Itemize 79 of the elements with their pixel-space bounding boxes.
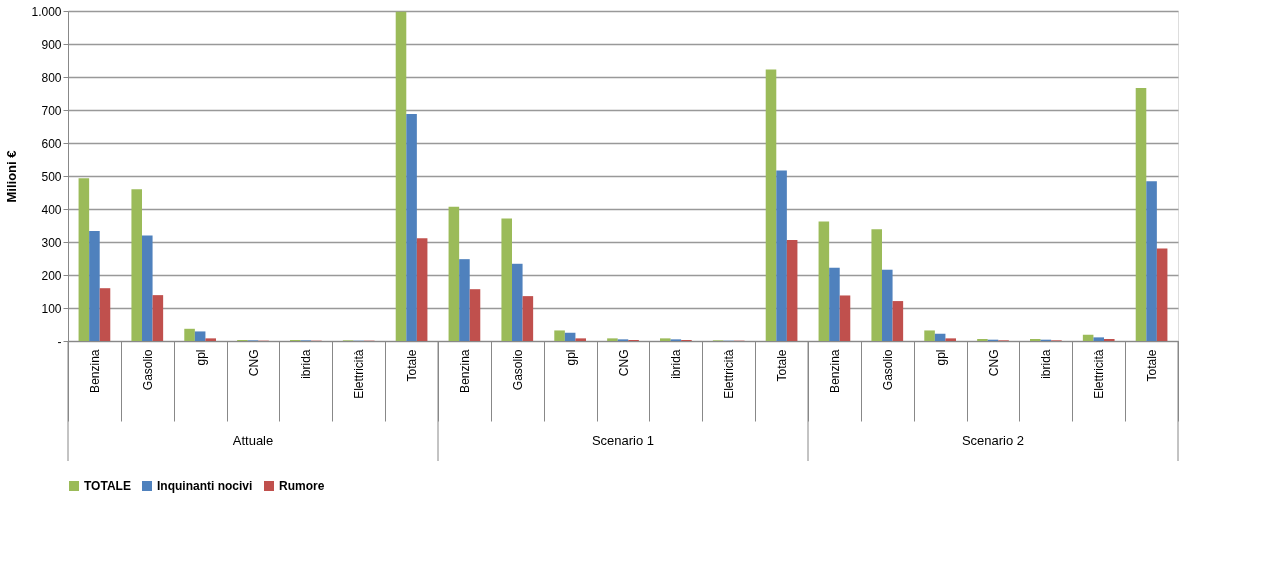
x-tick-label: CNG [986, 349, 1001, 377]
x-tick-label: Totale [1145, 349, 1160, 382]
y-tick-label: 400 [41, 202, 62, 217]
legend-label: Inquinanti nocivi [157, 479, 253, 493]
bar [1082, 334, 1094, 341]
x-tick-label: ibrida [1039, 349, 1054, 379]
x-tick-label: Elettricità [722, 349, 737, 399]
x-tick-label: Elettricità [1092, 349, 1107, 399]
bar [871, 229, 882, 341]
bar [99, 288, 111, 341]
bar [839, 295, 851, 341]
bar [786, 240, 798, 341]
legend-label: Rumore [279, 479, 325, 493]
bar [564, 332, 576, 341]
y-tick-label: 800 [41, 70, 62, 85]
text: Attuale [232, 433, 274, 448]
bar [829, 267, 840, 341]
bar [184, 328, 195, 341]
bar [818, 221, 830, 341]
bar [934, 333, 946, 341]
y-tick-label: 100 [41, 301, 62, 316]
bar [776, 170, 787, 341]
bar [882, 269, 893, 341]
x-tick-label: gpl [563, 349, 578, 366]
x-tick-label: Gasolio [880, 349, 895, 391]
bar [575, 338, 586, 341]
bar [448, 206, 460, 341]
bar [131, 189, 142, 341]
x-tick-label: ibrida [299, 349, 314, 379]
bar [1093, 337, 1104, 341]
y-tick-label: 700 [41, 103, 62, 118]
bar [924, 330, 935, 341]
text: Scenario 2 [961, 433, 1025, 448]
bar [554, 330, 565, 341]
bar [765, 69, 777, 341]
bar [1146, 181, 1157, 341]
x-tick-label: Benzina [457, 349, 472, 393]
y-tick-label: 1.000 [31, 4, 62, 19]
x-tick-label: CNG [616, 349, 631, 377]
y-tick-label: 600 [41, 136, 62, 151]
bar [152, 295, 164, 341]
bar [416, 238, 428, 341]
bar [1156, 248, 1168, 341]
y-tick-label: 200 [41, 268, 62, 283]
x-tick-label: CNG [246, 349, 261, 377]
bar [660, 338, 671, 341]
bar [459, 259, 470, 341]
bar [89, 231, 100, 341]
bar [78, 178, 90, 341]
text: Scenario 1 [591, 433, 655, 448]
bar [395, 11, 407, 341]
x-tick-label: Benzina [87, 349, 102, 393]
x-tick-label: gpl [933, 349, 948, 366]
bar [945, 338, 956, 341]
bar [512, 263, 523, 341]
y-tick-label: 500 [41, 169, 62, 184]
bar [1135, 87, 1147, 341]
bar [607, 338, 618, 341]
bar [501, 218, 512, 341]
x-tick-label: ibrida [669, 349, 684, 379]
y-tick-label: 300 [41, 235, 62, 250]
y-axis-title: Milioni € [4, 150, 20, 203]
x-tick-label: Totale [775, 349, 790, 382]
bar [194, 331, 206, 341]
bar [522, 296, 534, 341]
x-tick-label: Gasolio [140, 349, 155, 391]
x-tick-label: Elettricità [352, 349, 367, 399]
y-tick-label: - [57, 334, 62, 349]
y-tick-label: 900 [41, 37, 62, 52]
x-tick-label: gpl [193, 349, 208, 366]
bar [205, 338, 216, 341]
legend-label: TOTALE [84, 479, 131, 493]
bar [406, 113, 417, 341]
bar [892, 301, 904, 341]
x-tick-label: Totale [405, 349, 420, 382]
bar [469, 289, 481, 341]
bar [142, 235, 153, 341]
x-tick-label: Gasolio [510, 349, 525, 391]
x-tick-label: Benzina [827, 349, 842, 393]
